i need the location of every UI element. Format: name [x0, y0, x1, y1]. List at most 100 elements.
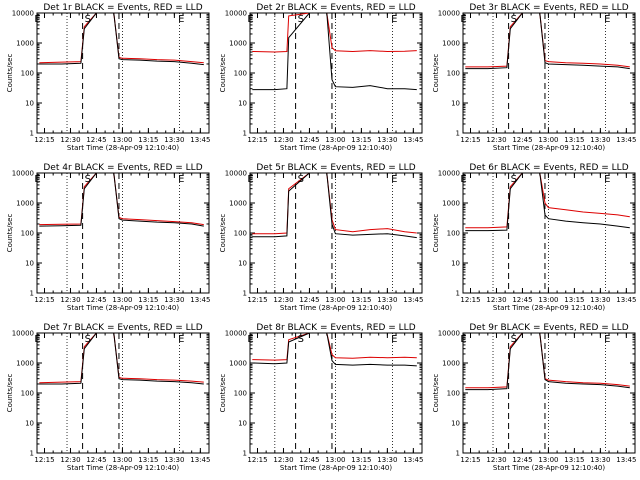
- series-events-line: [465, 173, 630, 232]
- panel-title: Det 7r BLACK = Events, RED = LLD: [43, 323, 202, 333]
- y-tick-label: 10000: [438, 170, 460, 178]
- y-tick-label: 1: [456, 130, 460, 138]
- x-tick-label: 12:30: [273, 136, 293, 144]
- x-tick-label: 13:30: [377, 296, 397, 304]
- marker-e: E: [604, 334, 610, 345]
- marker-s: S: [85, 334, 91, 345]
- x-tick-label: 13:00: [325, 296, 345, 304]
- y-tick-label: 1: [30, 290, 34, 298]
- x-tick-label: 12:45: [512, 456, 532, 464]
- y-tick-label: 100: [234, 70, 247, 78]
- panel-title: Det 4r BLACK = Events, RED = LLD: [43, 163, 202, 173]
- x-axis-label: Start Time (28-Apr-09 12:10:40): [280, 144, 392, 152]
- x-tick-label: 13:45: [403, 456, 423, 464]
- x-tick-label: 13:15: [138, 296, 158, 304]
- x-axis-label: Start Time (28-Apr-09 12:10:40): [67, 144, 179, 152]
- y-axis-label: Counts/sec: [432, 214, 440, 253]
- marker-e: E: [178, 14, 184, 25]
- x-tick-label: 12:45: [86, 296, 106, 304]
- y-tick-label: 100: [234, 230, 247, 238]
- y-tick-label: 10000: [225, 330, 247, 338]
- panel-det-4: Det 4r BLACK = Events, RED = LLD 1 10 100 10…: [6, 163, 210, 312]
- x-tick-label: 13:30: [377, 456, 397, 464]
- x-tick-label: 12:45: [299, 296, 319, 304]
- y-tick-label: 1000: [229, 360, 247, 368]
- y-axis-label: Counts/sec: [219, 54, 227, 93]
- x-tick-label: 13:30: [164, 456, 184, 464]
- series-events-line: [465, 13, 630, 70]
- series-events-line: [39, 13, 204, 66]
- y-axis-label: Counts/sec: [219, 214, 227, 253]
- marker-e: E: [178, 174, 184, 185]
- x-tick-label: 13:00: [325, 456, 345, 464]
- y-tick-label: 10000: [225, 170, 247, 178]
- marker-e: E: [391, 174, 397, 185]
- y-tick-label: 10: [25, 260, 34, 268]
- y-tick-label: 10000: [12, 170, 34, 178]
- x-tick-label: 13:15: [138, 456, 158, 464]
- marker-e: E: [34, 334, 40, 345]
- x-tick-label: 13:00: [325, 136, 345, 144]
- y-tick-label: 10: [25, 100, 34, 108]
- y-tick-label: 10: [238, 420, 247, 428]
- y-tick-label: 100: [447, 390, 460, 398]
- x-tick-label: 13:00: [112, 136, 132, 144]
- x-tick-label: 12:15: [34, 456, 54, 464]
- marker-e: E: [460, 174, 466, 185]
- x-tick-label: 13:15: [351, 136, 371, 144]
- marker-s: S: [511, 14, 517, 25]
- x-tick-label: 12:15: [247, 136, 267, 144]
- x-tick-label: 13:00: [538, 296, 558, 304]
- panel-det-5: Det 5r BLACK = Events, RED = LLD 1 10 100 10…: [219, 163, 423, 312]
- marker-e: E: [391, 334, 397, 345]
- y-tick-label: 10: [451, 100, 460, 108]
- x-tick-label: 13:45: [190, 456, 210, 464]
- x-tick-label: 13:45: [190, 136, 210, 144]
- series-events-line: [39, 333, 204, 385]
- x-tick-label: 12:15: [460, 296, 480, 304]
- panel-title: Det 6r BLACK = Events, RED = LLD: [469, 163, 628, 173]
- plot-frame: [36, 12, 210, 134]
- marker-e: E: [34, 14, 40, 25]
- y-axis-label: Counts/sec: [219, 374, 227, 413]
- y-axis-label: Counts/sec: [432, 54, 440, 93]
- x-tick-label: 12:45: [512, 296, 532, 304]
- x-tick-label: 13:00: [538, 456, 558, 464]
- y-tick-label: 10: [451, 260, 460, 268]
- series-events-line: [252, 333, 417, 367]
- y-tick-label: 10000: [225, 10, 247, 18]
- marker-e: E: [247, 14, 253, 25]
- y-tick-label: 100: [21, 230, 34, 238]
- x-tick-label: 13:30: [164, 136, 184, 144]
- x-tick-label: 12:30: [60, 136, 80, 144]
- x-tick-label: 13:00: [538, 136, 558, 144]
- y-tick-label: 1000: [442, 40, 460, 48]
- series-events-line: [39, 173, 204, 227]
- panel-title: Det 2r BLACK = Events, RED = LLD: [256, 3, 415, 13]
- x-tick-label: 12:30: [273, 456, 293, 464]
- x-axis-label: Start Time (28-Apr-09 12:10:40): [280, 304, 392, 312]
- series-events-line: [252, 13, 417, 91]
- series-events-line: [252, 173, 417, 239]
- plot-frame: [249, 332, 423, 454]
- marker-s: S: [298, 174, 304, 185]
- x-tick-label: 13:15: [138, 136, 158, 144]
- y-tick-label: 10: [238, 100, 247, 108]
- x-axis-label: Start Time (28-Apr-09 12:10:40): [67, 464, 179, 472]
- y-tick-label: 1000: [16, 200, 34, 208]
- marker-e: E: [460, 14, 466, 25]
- x-tick-label: 13:15: [564, 136, 584, 144]
- y-tick-label: 10000: [12, 10, 34, 18]
- x-tick-label: 13:15: [564, 456, 584, 464]
- x-tick-label: 13:45: [616, 136, 636, 144]
- plot-frame: [249, 172, 423, 294]
- panel-title: Det 3r BLACK = Events, RED = LLD: [469, 3, 628, 13]
- y-tick-label: 100: [234, 390, 247, 398]
- plot-frame: [462, 332, 636, 454]
- y-tick-label: 1: [456, 290, 460, 298]
- y-axis-label: Counts/sec: [6, 214, 14, 253]
- x-tick-label: 13:30: [377, 136, 397, 144]
- x-tick-label: 12:15: [460, 136, 480, 144]
- y-tick-label: 10000: [438, 330, 460, 338]
- y-tick-label: 1: [243, 450, 247, 458]
